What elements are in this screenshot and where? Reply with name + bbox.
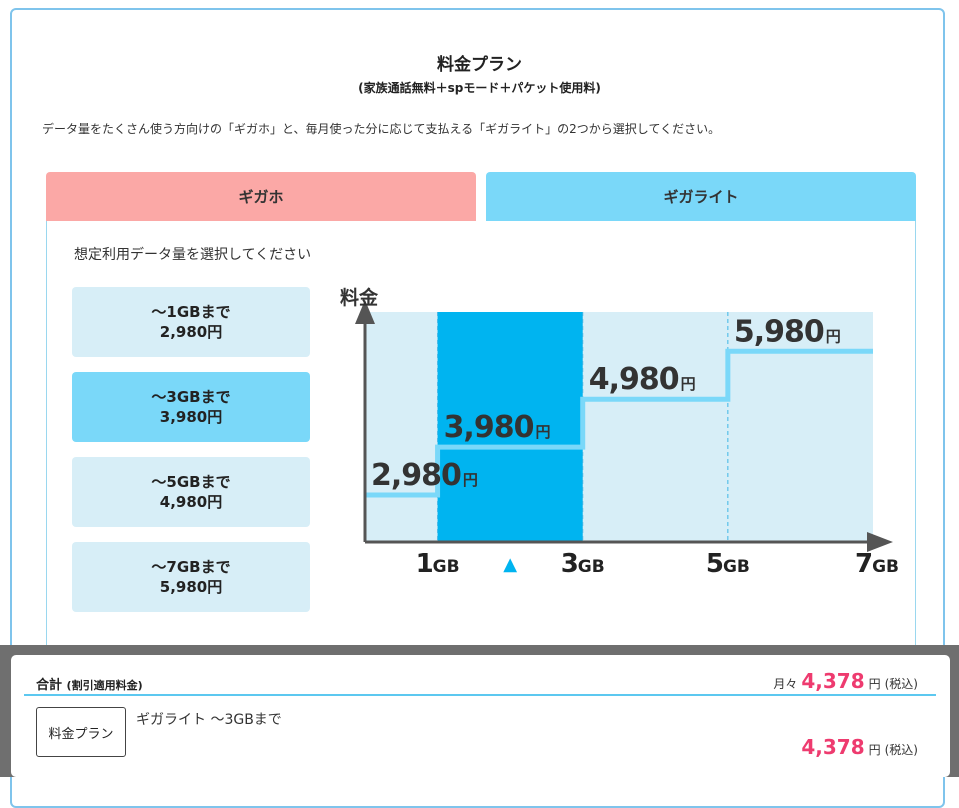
option-5gb-price: 4,980円	[159, 493, 223, 511]
x-tick-number: 1	[416, 549, 433, 579]
highlight-band	[437, 312, 583, 542]
option-5gb-button[interactable]: 〜5GBまで 4,980円	[72, 457, 310, 527]
price-label-1: 2,980 円	[371, 458, 478, 493]
selected-plan-price: 4,378 円 (税込)	[801, 735, 918, 759]
price-label-value: 2,980	[371, 458, 461, 493]
selected-range-marker: ▲	[503, 554, 517, 575]
x-tick-label-3gb: 3GB	[561, 549, 605, 579]
plan-price-currency: 円	[868, 743, 881, 757]
x-tick-unit: GB	[872, 557, 899, 577]
option-7gb-button[interactable]: 〜7GBまで 5,980円	[72, 542, 310, 612]
monthly-currency: 円	[868, 677, 881, 691]
tab-gigaho[interactable]: ギガホ	[46, 172, 476, 221]
price-label-unit: 円	[535, 423, 550, 441]
summary-title-text: 合計	[36, 678, 63, 693]
plan-price-value: 4,378	[801, 735, 865, 759]
monthly-tax-note: (税込)	[884, 677, 918, 691]
option-1gb-range: 〜1GBまで	[151, 302, 231, 321]
tab-gigalite[interactable]: ギガライト	[486, 172, 916, 221]
plan-description: データ量をたくさん使う方向けの「ギガホ」と、毎月使った分に応じて支払える「ギガラ…	[42, 122, 721, 136]
option-1gb-price: 2,980円	[159, 323, 223, 341]
x-tick-number: 7	[855, 549, 872, 579]
x-tick-number: 3	[561, 549, 578, 579]
option-3gb-button[interactable]: 〜3GBまで 3,980円	[72, 372, 310, 442]
x-tick-label-1gb: 1GB	[416, 549, 460, 579]
monthly-prefix: 月々	[773, 677, 798, 691]
page-title: 料金プラン	[437, 55, 522, 75]
x-tick-unit: GB	[433, 557, 460, 577]
price-label-unit: 円	[463, 471, 478, 489]
summary-title-note: (割引適用料金)	[66, 679, 143, 692]
x-tick-unit: GB	[578, 557, 605, 577]
option-5gb-range: 〜5GBまで	[151, 472, 231, 491]
plan-badge: 料金プラン	[36, 707, 126, 757]
option-7gb-range: 〜7GBまで	[151, 557, 231, 576]
x-axis-arrow	[867, 532, 893, 552]
y-axis-arrow	[355, 300, 375, 324]
y-axis-label: 料金	[340, 286, 379, 309]
x-tick-unit: GB	[723, 557, 750, 577]
price-label-2: 3,980 円	[444, 410, 551, 445]
plan-price-tax-note: (税込)	[884, 743, 918, 757]
selected-plan-name: ギガライト 〜3GBまで	[136, 712, 282, 728]
option-1gb-button[interactable]: 〜1GBまで 2,980円	[72, 287, 310, 357]
summary-title: 合計 (割引適用料金)	[36, 674, 143, 693]
monthly-total: 月々 4,378 円 (税込)	[773, 669, 918, 693]
price-label-value: 3,980	[444, 410, 534, 445]
x-tick-number: 5	[706, 549, 723, 579]
price-label-unit: 円	[826, 327, 841, 345]
x-tick-label-5gb: 5GB	[706, 549, 750, 579]
summary-divider	[24, 694, 936, 696]
price-label-value: 5,980	[734, 314, 824, 349]
data-amount-prompt: 想定利用データ量を選択してください	[74, 247, 312, 263]
tab-gigaho-label: ギガホ	[238, 188, 284, 206]
price-label-unit: 円	[681, 375, 696, 393]
monthly-total-value: 4,378	[801, 669, 865, 693]
price-step-chart: 料金 2,980 円 3,980 円 4,980 円 5,980 円 1GB 3GB 5GB 7GB ▲	[330, 280, 930, 580]
price-label-value: 4,980	[589, 362, 679, 397]
option-7gb-price: 5,980円	[159, 578, 223, 596]
x-tick-label-7gb: 7GB	[855, 549, 899, 579]
price-step-line	[365, 348, 873, 498]
summary-panel	[11, 655, 950, 777]
page-subtitle: (家族通話無料＋spモード＋パケット使用料)	[358, 81, 601, 95]
option-3gb-price: 3,980円	[159, 408, 223, 426]
tab-gigalite-label: ギガライト	[663, 188, 739, 206]
price-label-4: 5,980 円	[734, 314, 841, 349]
price-label-3: 4,980 円	[589, 362, 696, 397]
option-3gb-range: 〜3GBまで	[151, 387, 231, 406]
